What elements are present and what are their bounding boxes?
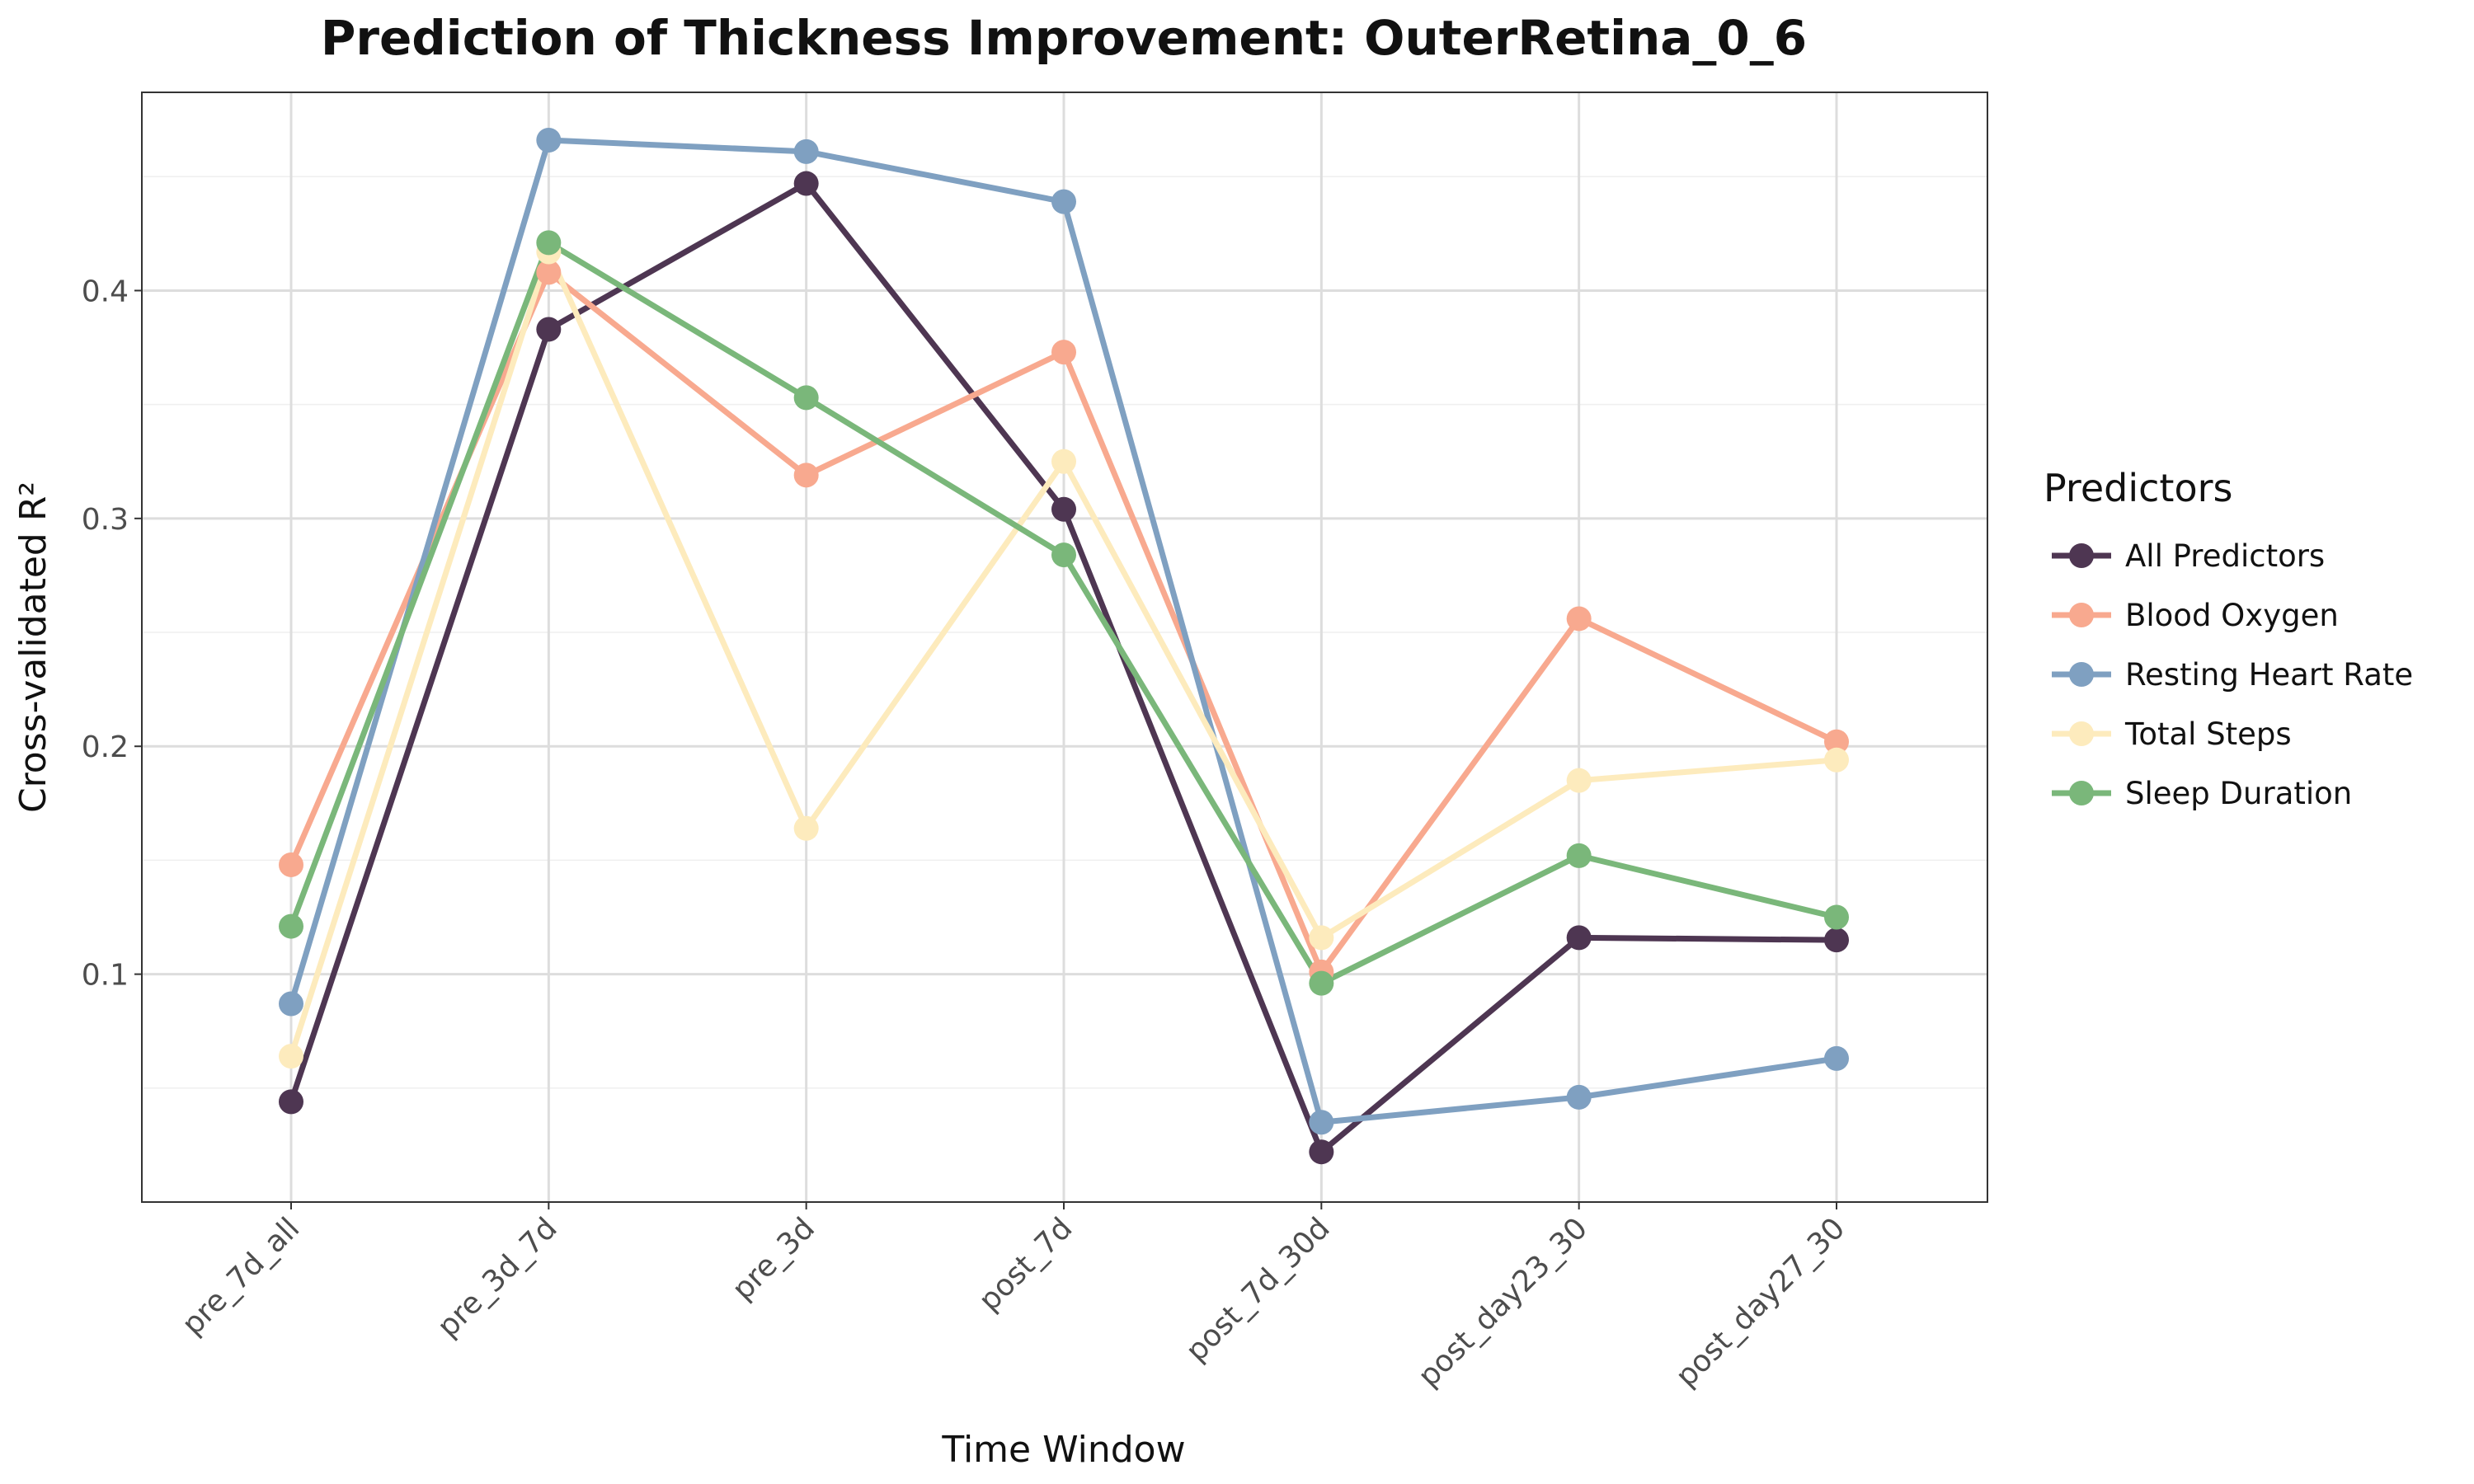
x-tick-label: pre_7d_all [176, 1211, 306, 1341]
series-points [279, 128, 1849, 1165]
legend-label: Resting Heart Rate [2125, 657, 2413, 693]
data-point [1566, 606, 1592, 632]
data-point [279, 913, 303, 939]
data-point [279, 1089, 303, 1115]
data-point [793, 815, 819, 841]
legend-label: Blood Oxygen [2125, 598, 2339, 633]
data-point [536, 317, 562, 342]
data-point [1309, 1139, 1334, 1165]
legend: Predictors All Predictors Blood Oxygen Res… [2044, 466, 2413, 811]
y-axis: 0.1 0.2 0.3 0.4 [82, 275, 142, 993]
data-point [1824, 928, 1849, 953]
legend-key-marker [2069, 603, 2094, 627]
x-tick-label: pre_3d [726, 1211, 821, 1307]
data-point [1824, 1045, 1849, 1071]
data-point [1566, 768, 1592, 793]
data-point [1051, 448, 1076, 474]
data-point [1309, 1110, 1334, 1135]
data-point [1051, 496, 1076, 522]
y-tick-label: 0.2 [82, 730, 129, 764]
x-axis: pre_7d_all pre_3d_7d pre_3d post_7d post_7d_… [176, 1202, 1851, 1393]
legend-key-marker [2069, 662, 2094, 687]
data-point [536, 230, 562, 256]
data-point [793, 463, 819, 488]
y-tick-label: 0.4 [82, 275, 129, 308]
legend-label: All Predictors [2125, 538, 2325, 574]
legend-key-marker [2069, 781, 2094, 805]
x-tick-label: post_day27_30 [1669, 1211, 1851, 1393]
data-point [1051, 340, 1076, 365]
legend-title: Predictors [2044, 466, 2232, 510]
legend-label: Total Steps [2124, 716, 2292, 752]
data-point [279, 852, 303, 877]
x-tick-label: post_7d_30d [1179, 1211, 1336, 1368]
y-axis-title: Cross-validated R² [12, 481, 54, 813]
x-tick-label: post_day23_30 [1412, 1211, 1594, 1393]
y-tick-label: 0.1 [82, 959, 129, 993]
legend-label: Sleep Duration [2125, 776, 2352, 811]
data-point [1309, 970, 1334, 996]
x-tick-label: pre_3d_7d [431, 1211, 564, 1344]
data-point [279, 991, 303, 1017]
data-point [1566, 1084, 1592, 1110]
legend-key-marker [2069, 543, 2094, 568]
legend-key-marker [2069, 721, 2094, 746]
y-tick-label: 0.3 [82, 503, 129, 537]
data-point [1824, 729, 1849, 754]
data-point [279, 1044, 303, 1069]
data-point [1566, 925, 1592, 951]
data-point [1824, 904, 1849, 930]
data-point [536, 260, 562, 285]
data-point [793, 171, 819, 196]
x-tick-label: post_7d [972, 1211, 1079, 1317]
data-point [1309, 925, 1334, 951]
data-point [1566, 843, 1592, 868]
x-axis-title: Time Window [941, 1429, 1185, 1471]
data-point [1051, 189, 1076, 214]
data-point [793, 385, 819, 411]
data-point [793, 139, 819, 164]
data-point [1051, 542, 1076, 568]
data-point [1824, 747, 1849, 773]
data-point [536, 128, 562, 153]
chart-title: Prediction of Thickness Improvement: Out… [321, 10, 1807, 66]
